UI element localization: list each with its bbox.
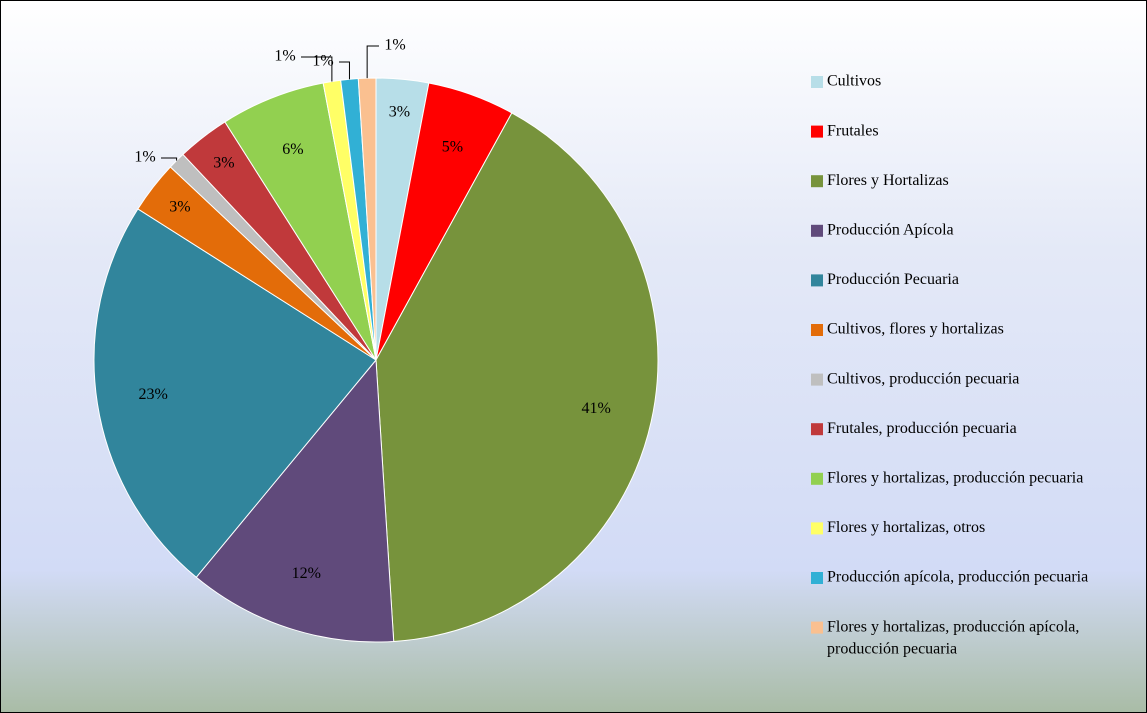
- legend-line: Flores y hortalizas, producción apícola,: [827, 618, 1079, 635]
- data-label: 3%: [169, 199, 190, 216]
- leader-line: [339, 61, 350, 80]
- leader-line: [366, 45, 379, 79]
- data-label: 1%: [384, 37, 405, 54]
- data-label: 1%: [274, 48, 295, 65]
- legend-swatch: [811, 621, 823, 634]
- legend-label: Cultivos, flores y hortalizas: [827, 321, 1004, 338]
- data-label: 5%: [442, 138, 463, 155]
- data-label: 3%: [213, 155, 234, 172]
- data-label: 41%: [582, 400, 611, 417]
- legend-swatch: [811, 274, 823, 287]
- legend-swatch: [811, 423, 823, 436]
- legend-swatch: [811, 373, 823, 386]
- legend-label: Producción Apícola: [827, 221, 954, 238]
- legend-swatch: [811, 76, 823, 88]
- legend-swatch: [811, 224, 823, 237]
- data-label: 12%: [292, 565, 321, 582]
- data-label: 3%: [389, 104, 410, 121]
- legend-label: Flores y hortalizas, otros: [827, 519, 985, 536]
- data-label: 6%: [282, 141, 303, 158]
- pie-slice: [357, 77, 377, 361]
- leader-line: [161, 157, 178, 161]
- legend-swatch: [811, 472, 823, 485]
- legend-label: Cultivos, producción pecuaria: [827, 370, 1019, 387]
- legend-swatch: [811, 125, 823, 138]
- data-label: 1%: [134, 149, 155, 166]
- legend-label: Flores y hortalizas, producción pecuaria: [827, 469, 1083, 486]
- leader-line: [301, 56, 333, 82]
- legend-label: Cultivos: [827, 73, 881, 90]
- legend-swatch: [811, 522, 823, 535]
- legend-swatch: [811, 175, 823, 188]
- legend-label: Frutales, producción pecuaria: [827, 420, 1017, 437]
- data-label: 23%: [139, 386, 168, 403]
- legend-label: Producción apícola, producción pecuaria: [827, 569, 1088, 586]
- legend-label: Flores y hortalizas, producción apícola,…: [827, 618, 1079, 657]
- pie-slice: [375, 112, 659, 642]
- legend-label: Frutales: [827, 122, 879, 139]
- pie-slice: [195, 358, 395, 643]
- legend-line: producción pecuaria: [827, 640, 957, 657]
- legend-label: Flores y Hortalizas: [827, 172, 949, 189]
- legend-label: Producción Pecuaria: [827, 271, 959, 288]
- legend-swatch: [811, 572, 823, 584]
- data-label: 1%: [312, 53, 333, 70]
- pie-slice: [93, 208, 377, 578]
- legend-swatch: [811, 324, 823, 336]
